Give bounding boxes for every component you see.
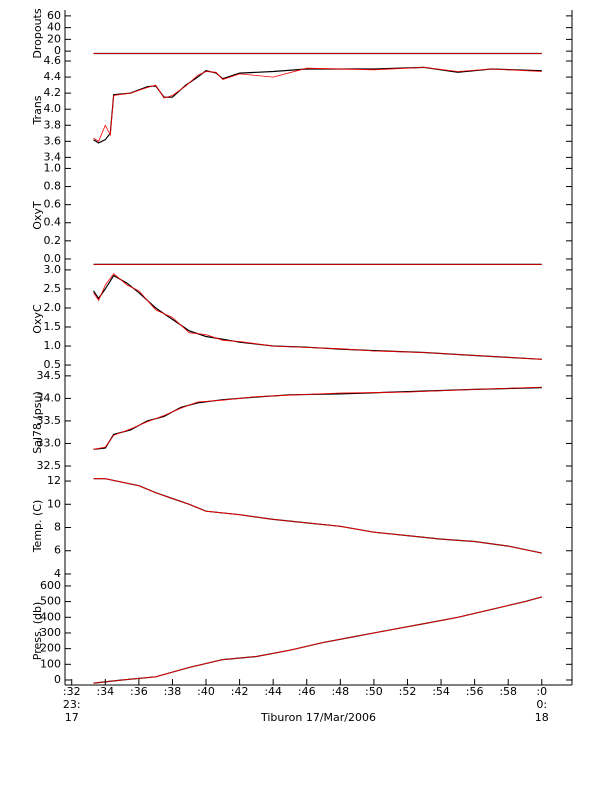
- x-tick-label: :0: [536, 685, 547, 698]
- y-tick-label: 0.2: [44, 234, 62, 247]
- data-line: [93, 596, 542, 684]
- x-axis-label: Tiburon 17/Mar/2006: [260, 711, 376, 724]
- y-tick-label: 200: [40, 642, 61, 655]
- x-sublabel: 18: [535, 711, 549, 724]
- y-tick-label: 100: [40, 657, 61, 670]
- y-tick-label: 60: [47, 9, 61, 22]
- y-tick-label: 4.0: [44, 102, 62, 115]
- y-tick-label: 10: [47, 497, 61, 510]
- y-tick-label: 4.2: [44, 86, 62, 99]
- y-tick-label: 4.6: [44, 54, 62, 67]
- y-tick-label: 2.0: [44, 301, 62, 314]
- y-tick-label: 3.0: [44, 263, 62, 276]
- data-line: [93, 387, 542, 450]
- y-tick-label: 12: [47, 474, 61, 487]
- x-tick-label: :44: [264, 685, 282, 698]
- y-tick-label: 0: [54, 673, 61, 686]
- y-tick-label: 20: [47, 32, 61, 45]
- y-axis-label: Trans: [31, 95, 44, 125]
- x-tick-label: :42: [231, 685, 249, 698]
- data-line: [93, 478, 542, 554]
- data-line: [93, 478, 542, 554]
- data-line: [93, 596, 542, 684]
- x-tick-label: :48: [331, 685, 349, 698]
- y-tick-label: 3.4: [44, 150, 62, 163]
- x-tick-label: :36: [130, 685, 148, 698]
- y-tick-label: 0.8: [44, 180, 62, 193]
- y-tick-label: 4: [54, 567, 61, 580]
- y-tick-label: 8: [54, 521, 61, 534]
- y-axis-label: Dropouts: [31, 8, 44, 58]
- x-sublabel: 0:: [536, 698, 547, 711]
- y-tick-label: 0.0: [44, 252, 62, 265]
- x-tick-label: :58: [499, 685, 517, 698]
- y-tick-label: 3.8: [44, 118, 62, 131]
- data-line: [93, 66, 542, 144]
- y-tick-label: 0.6: [44, 198, 62, 211]
- y-tick-label: 3.6: [44, 134, 62, 147]
- y-tick-label: 6: [54, 544, 61, 557]
- y-tick-label: 500: [40, 595, 61, 608]
- x-tick-label: :46: [298, 685, 316, 698]
- y-tick-label: 33.5: [37, 414, 62, 427]
- y-tick-label: 0: [54, 44, 61, 57]
- y-tick-label: 1.0: [44, 161, 62, 174]
- y-tick-label: 300: [40, 626, 61, 639]
- y-tick-label: 4.4: [44, 70, 62, 83]
- x-sublabel: 23:: [63, 698, 81, 711]
- y-tick-label: 32.5: [37, 459, 62, 472]
- y-axis-label: OxyC: [31, 304, 44, 334]
- data-line: [93, 386, 542, 450]
- y-tick-label: 1.0: [44, 339, 62, 352]
- x-tick-label: :40: [197, 685, 215, 698]
- x-tick-label: :52: [399, 685, 417, 698]
- y-tick-label: 1.5: [44, 320, 62, 333]
- y-tick-label: 0.5: [44, 358, 62, 371]
- x-tick-label: :56: [466, 685, 484, 698]
- y-tick-label: 33.0: [37, 436, 62, 449]
- data-line: [93, 66, 542, 142]
- x-tick-label: :38: [164, 685, 182, 698]
- y-axis-label: OxyT: [31, 201, 44, 230]
- y-tick-label: 2.5: [44, 282, 62, 295]
- y-axis-label: Sal78 (psu): [31, 391, 44, 454]
- x-tick-label: :32: [63, 685, 81, 698]
- y-axis-label: Press. (db): [31, 602, 44, 661]
- y-tick-label: 600: [40, 579, 61, 592]
- y-tick-label: 34.0: [37, 391, 62, 404]
- x-sublabel: 17: [65, 711, 79, 724]
- x-tick-label: :34: [96, 685, 114, 698]
- x-tick-label: :50: [365, 685, 383, 698]
- x-tick-label: :54: [432, 685, 450, 698]
- data-line: [93, 273, 542, 360]
- y-tick-label: 34.5: [37, 369, 62, 382]
- y-axis-label: Temp. (C): [31, 500, 44, 554]
- y-tick-label: 400: [40, 610, 61, 623]
- y-tick-label: 40: [47, 21, 61, 34]
- y-tick-label: 0.4: [44, 216, 62, 229]
- data-line: [93, 274, 542, 360]
